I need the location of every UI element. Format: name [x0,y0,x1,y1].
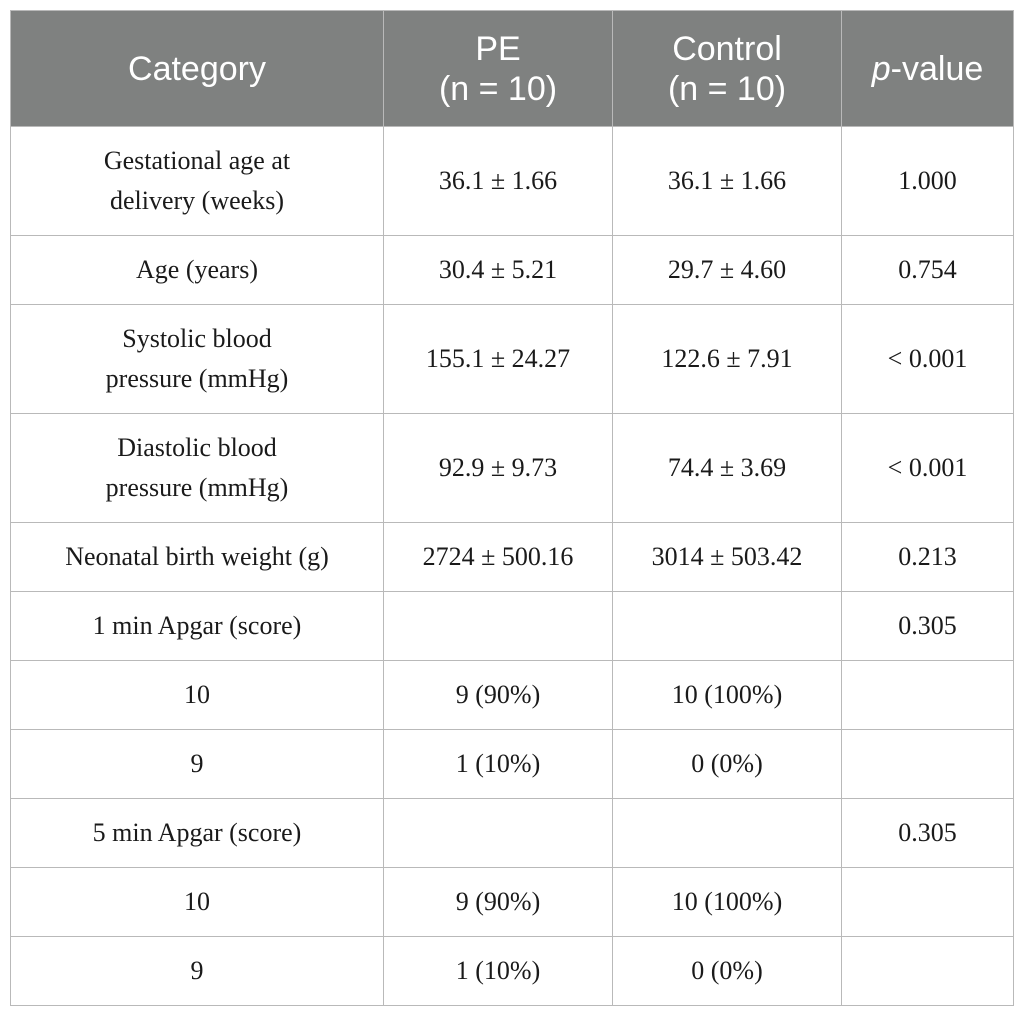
table-row: Systolic blood pressure (mmHg) 155.1 ± 2… [10,304,1014,414]
category-cell: 9 [10,936,384,1006]
header-pvalue-italic: p [871,49,891,88]
pe-value-cell [383,591,613,661]
pe-value-cell: 1 (10%) [383,936,613,1006]
control-value-cell: 10 (100%) [612,867,842,937]
control-value-cell: 74.4 ± 3.69 [612,413,842,523]
header-pe: PE (n = 10) [383,10,613,127]
pe-value-cell [383,798,613,868]
category-cell: 10 [10,867,384,937]
pvalue-cell: 0.754 [841,235,1014,305]
category-cell: 10 [10,660,384,730]
header-row: Category PE (n = 10) Control (n = 10) p-… [10,10,1014,127]
pvalue-cell: < 0.001 [841,413,1014,523]
pvalue-cell [841,660,1014,730]
category-cell: Age (years) [10,235,384,305]
table-row: Age (years) 30.4 ± 5.21 29.7 ± 4.60 0.75… [10,235,1014,305]
control-value-cell: 36.1 ± 1.66 [612,126,842,236]
header-pe-label: PE [475,29,521,68]
table-row: Gestational age at delivery (weeks) 36.1… [10,126,1014,236]
category-text: pressure (mmHg) [105,364,289,393]
header-control-label: Control [672,29,782,68]
pvalue-cell: 0.305 [841,591,1014,661]
control-value-cell: 29.7 ± 4.60 [612,235,842,305]
table-row: 10 9 (90%) 10 (100%) [10,660,1014,730]
pvalue-cell: < 0.001 [841,304,1014,414]
pvalue-cell [841,867,1014,937]
table-row: 5 min Apgar (score) 0.305 [10,798,1014,868]
pvalue-cell: 1.000 [841,126,1014,236]
pe-value-cell: 9 (90%) [383,660,613,730]
pe-value-cell: 30.4 ± 5.21 [383,235,613,305]
table-row: Diastolic blood pressure (mmHg) 92.9 ± 9… [10,413,1014,523]
category-cell: Diastolic blood pressure (mmHg) [10,413,384,523]
table-row: 10 9 (90%) 10 (100%) [10,867,1014,937]
category-text: Gestational age at [103,146,291,175]
control-value-cell: 3014 ± 503.42 [612,522,842,592]
control-value-cell: 122.6 ± 7.91 [612,304,842,414]
category-cell: 9 [10,729,384,799]
control-value-cell: 0 (0%) [612,936,842,1006]
pe-value-cell: 9 (90%) [383,867,613,937]
category-text: delivery (weeks) [110,186,284,215]
pe-value-cell: 155.1 ± 24.27 [383,304,613,414]
category-cell: Gestational age at delivery (weeks) [10,126,384,236]
control-value-cell: 10 (100%) [612,660,842,730]
header-control: Control (n = 10) [612,10,842,127]
control-value-cell [612,798,842,868]
pvalue-cell: 0.305 [841,798,1014,868]
category-text: pressure (mmHg) [105,473,289,502]
pvalue-cell [841,729,1014,799]
pe-value-cell: 2724 ± 500.16 [383,522,613,592]
clinical-characteristics-table: Category PE (n = 10) Control (n = 10) p-… [10,10,1014,1006]
table-row: Neonatal birth weight (g) 2724 ± 500.16 … [10,522,1014,592]
category-text: Diastolic blood [117,433,277,462]
table-row: 9 1 (10%) 0 (0%) [10,729,1014,799]
control-value-cell [612,591,842,661]
pe-value-cell: 1 (10%) [383,729,613,799]
pe-value-cell: 36.1 ± 1.66 [383,126,613,236]
category-cell: 5 min Apgar (score) [10,798,384,868]
pvalue-cell: 0.213 [841,522,1014,592]
header-control-count: (n = 10) [667,69,787,108]
header-pe-count: (n = 10) [438,69,558,108]
category-cell: 1 min Apgar (score) [10,591,384,661]
category-cell: Systolic blood pressure (mmHg) [10,304,384,414]
pe-value-cell: 92.9 ± 9.73 [383,413,613,523]
control-value-cell: 0 (0%) [612,729,842,799]
pvalue-cell [841,936,1014,1006]
header-pvalue-rest: -value [890,49,984,88]
category-text: Systolic blood [122,324,272,353]
table-row: 9 1 (10%) 0 (0%) [10,936,1014,1006]
header-pvalue: p-value [841,10,1014,127]
header-category: Category [10,10,384,127]
table-row: 1 min Apgar (score) 0.305 [10,591,1014,661]
category-cell: Neonatal birth weight (g) [10,522,384,592]
header-category-label: Category [128,49,266,88]
